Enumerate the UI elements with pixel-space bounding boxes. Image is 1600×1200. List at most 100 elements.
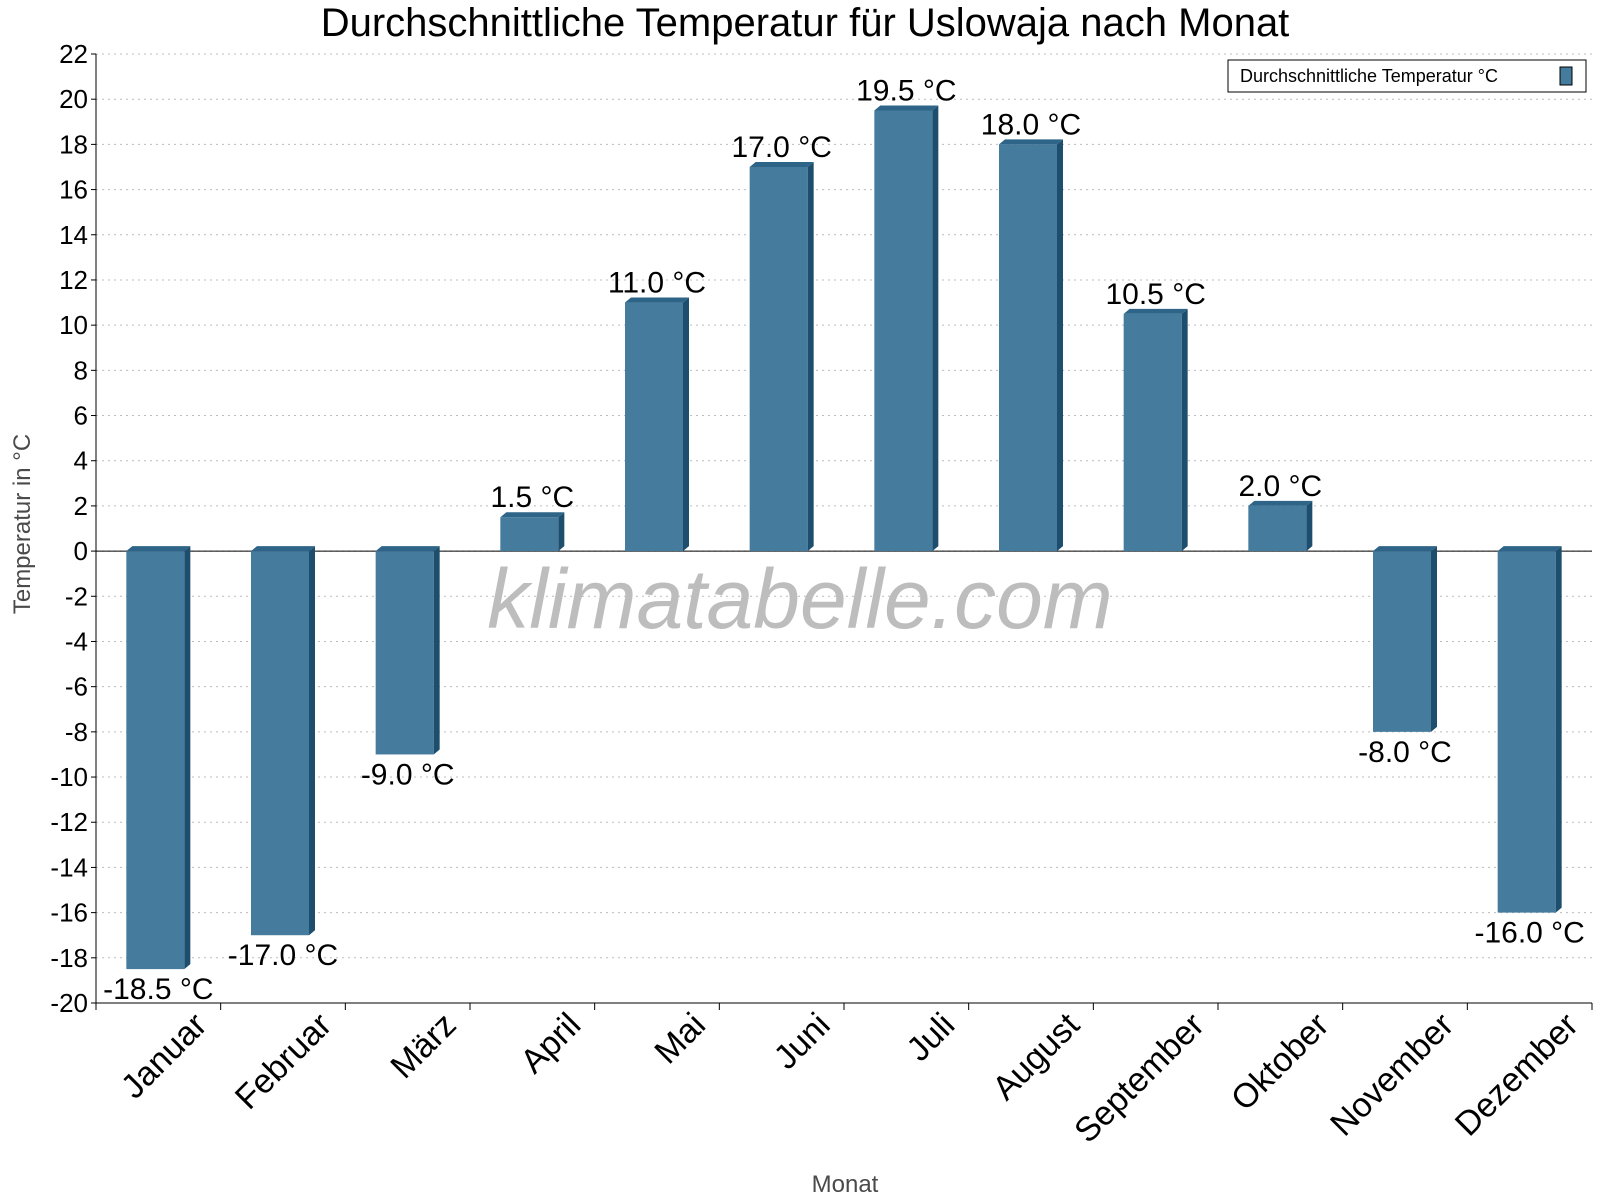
bar-side	[932, 105, 939, 552]
y-tick-label: 18	[59, 129, 88, 159]
bar-side	[1181, 308, 1188, 552]
bar-top	[625, 297, 689, 303]
y-tick-label: -4	[65, 626, 88, 656]
bar-top	[999, 139, 1063, 145]
y-axis-ticks: 2220181614121086420-2-4-6-8-10-12-14-16-…	[50, 39, 96, 1018]
legend-swatch	[1559, 66, 1573, 86]
legend-label: Durchschnittliche Temperatur °C	[1240, 66, 1498, 86]
x-axis-label: Monat	[812, 1171, 879, 1198]
bar-face	[1373, 551, 1431, 732]
y-tick-label: 12	[59, 265, 88, 295]
data-label: 11.0 °C	[608, 267, 706, 300]
bar-januar	[126, 546, 191, 970]
x-axis-ticks: Januar Februar März April Mai Juni Juli AugustS…	[95, 1003, 1593, 1150]
y-tick-label: 14	[59, 220, 88, 250]
bar-november	[1373, 546, 1437, 732]
bar-side	[309, 546, 315, 936]
data-label: -8.0 °C	[1358, 736, 1452, 769]
y-tick-label: -2	[65, 581, 88, 611]
bar-august	[999, 139, 1063, 552]
bar-face	[375, 551, 434, 755]
data-label: 17.0 °C	[731, 131, 831, 164]
y-tick-label: 16	[59, 175, 88, 205]
bar-side	[683, 297, 689, 552]
y-tick-label: 20	[59, 84, 88, 114]
bar-side	[1431, 546, 1437, 732]
legend: Durchschnittliche Temperatur °C	[1227, 59, 1587, 93]
x-tick-label: August	[985, 1005, 1087, 1107]
y-tick-label: -12	[50, 807, 88, 837]
y-tick-label: -6	[65, 672, 88, 702]
bar-oktober	[1248, 500, 1313, 552]
bar-side	[1555, 546, 1562, 913]
bar-märz	[375, 546, 440, 755]
bar-face	[500, 517, 559, 552]
data-label: 18.0 °C	[981, 108, 1081, 141]
bar-top	[1497, 546, 1562, 552]
y-tick-label: 4	[74, 446, 88, 476]
bar-face	[126, 551, 185, 970]
bar-februar	[251, 546, 315, 936]
y-tick-label: 10	[59, 310, 88, 340]
y-tick-label: -20	[50, 988, 88, 1018]
data-label: -17.0 °C	[228, 939, 338, 972]
x-tick-label: April	[513, 1006, 588, 1081]
bars: -18.5 °C -17.0 °C -9.0 °C 1.5 °C 11.0 °C 17.0…	[103, 74, 1585, 1006]
bar-side	[433, 546, 440, 755]
bar-top	[126, 546, 191, 552]
y-tick-label: -18	[50, 943, 88, 973]
data-label: 2.0 °C	[1238, 470, 1322, 503]
bar-top	[874, 105, 939, 111]
bar-mai	[625, 297, 689, 552]
data-label: -18.5 °C	[103, 973, 213, 1006]
bar-face	[625, 302, 683, 552]
bar-top	[1123, 308, 1188, 314]
bar-side	[1057, 139, 1063, 552]
bar-top	[251, 546, 315, 552]
bar-face	[1248, 505, 1307, 552]
x-tick-label: Januar	[114, 1006, 214, 1106]
bar-face	[999, 144, 1057, 552]
data-label: 1.5 °C	[490, 481, 574, 514]
x-tick-label: Juni	[767, 1006, 838, 1077]
bar-face	[874, 110, 933, 552]
y-tick-label: 0	[74, 536, 88, 566]
y-tick-label: -10	[50, 762, 88, 792]
bar-face	[1497, 551, 1556, 913]
watermark: klimatabelle.com	[487, 552, 1113, 646]
x-tick-label: Juli	[899, 1006, 962, 1069]
y-tick-label: -16	[50, 898, 88, 928]
bar-face	[251, 551, 309, 936]
y-tick-label: 22	[59, 39, 88, 69]
bar-top	[500, 512, 565, 518]
y-tick-label: 2	[74, 491, 88, 521]
legend-box	[1227, 59, 1587, 93]
bar-side	[807, 161, 814, 552]
bar-juli	[874, 105, 939, 552]
bar-dezember	[1497, 546, 1562, 913]
bar-side	[184, 546, 191, 970]
y-tick-label: 8	[74, 355, 88, 385]
x-tick-label: Februar	[228, 1006, 339, 1117]
data-label: 10.5 °C	[1105, 278, 1205, 311]
y-tick-label: -14	[50, 852, 88, 882]
bar-face	[749, 166, 808, 552]
bar-face	[1123, 313, 1182, 552]
bar-april	[500, 512, 565, 552]
x-tick-label: Dezember	[1448, 1006, 1586, 1144]
bar-top	[749, 161, 814, 167]
bar-top	[375, 546, 440, 552]
bar-side	[1306, 500, 1313, 552]
bar-side	[558, 512, 565, 552]
x-tick-label: November	[1323, 1006, 1461, 1144]
bar-top	[1248, 500, 1313, 506]
y-tick-label: -8	[65, 717, 88, 747]
bar-september	[1123, 308, 1188, 552]
x-tick-label: Mai	[647, 1006, 713, 1072]
y-tick-label: 6	[74, 401, 88, 431]
bar-juni	[749, 161, 814, 552]
gridlines	[96, 53, 1592, 1004]
bar-top	[1373, 546, 1437, 552]
chart-title: Durchschnittliche Temperatur für Uslowaj…	[321, 1, 1290, 45]
